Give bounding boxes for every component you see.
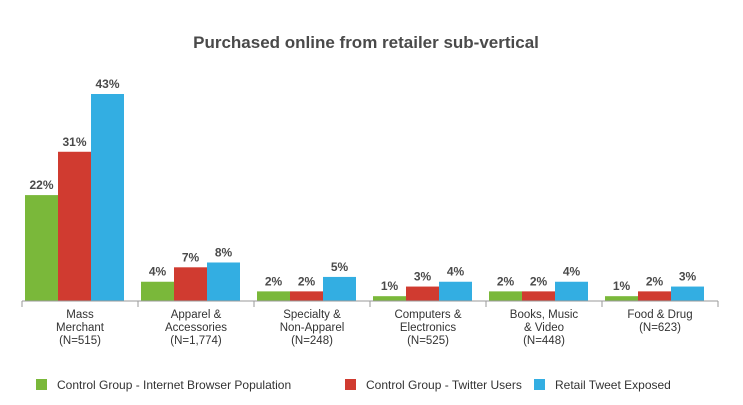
bar bbox=[58, 151, 91, 301]
data-label: 1% bbox=[381, 279, 399, 293]
bar bbox=[671, 286, 704, 301]
category-label: & Video bbox=[524, 322, 564, 334]
data-label: 43% bbox=[95, 77, 119, 91]
category-label: Mass bbox=[66, 309, 94, 321]
data-label: 2% bbox=[265, 274, 283, 288]
legend-label: Control Group - Internet Browser Populat… bbox=[57, 378, 291, 392]
bar bbox=[207, 262, 240, 301]
bar bbox=[555, 281, 588, 301]
data-label: 2% bbox=[646, 274, 664, 288]
bar bbox=[439, 281, 472, 301]
category-label: Apparel & bbox=[171, 309, 222, 321]
data-label: 3% bbox=[414, 270, 432, 284]
bar bbox=[290, 291, 323, 301]
category-label: (N=1,774) bbox=[170, 335, 222, 347]
category-label: (N=623) bbox=[639, 322, 681, 334]
data-label: 4% bbox=[149, 265, 167, 279]
category-label: Computers & bbox=[394, 309, 461, 321]
data-label: 22% bbox=[29, 178, 53, 192]
category-label: Electronics bbox=[400, 322, 456, 334]
legend-swatch bbox=[534, 379, 545, 390]
bar bbox=[141, 281, 174, 301]
data-label: 3% bbox=[679, 270, 697, 284]
category-label: (N=248) bbox=[291, 335, 333, 347]
data-label: 1% bbox=[613, 279, 631, 293]
data-label: 2% bbox=[298, 274, 316, 288]
bar bbox=[257, 291, 290, 301]
data-label: 2% bbox=[530, 274, 548, 288]
data-label: 31% bbox=[62, 135, 86, 149]
legend-label: Control Group - Twitter Users bbox=[366, 378, 522, 392]
category-label: (N=525) bbox=[407, 335, 449, 347]
bar bbox=[522, 291, 555, 301]
chart-title: Purchased online from retailer sub-verti… bbox=[193, 33, 539, 52]
bar bbox=[91, 94, 124, 301]
x-axis-ticks bbox=[21, 301, 719, 307]
bar bbox=[25, 195, 58, 301]
bar-area: 22% 31% 43% 4% 7% 8% 2% 2% 5% 1% 3% 4% 2% 2% 4% 1% 2% 3% bbox=[25, 77, 704, 301]
bar bbox=[489, 291, 522, 301]
data-label: 5% bbox=[331, 260, 349, 274]
data-label: 7% bbox=[182, 250, 200, 264]
category-label: Non-Apparel bbox=[280, 322, 345, 334]
data-label: 8% bbox=[215, 245, 233, 259]
legend: Control Group - Internet Browser Populat… bbox=[36, 378, 671, 392]
data-label: 4% bbox=[563, 265, 581, 279]
legend-swatch bbox=[345, 379, 356, 390]
bar bbox=[174, 267, 207, 301]
bar bbox=[638, 291, 671, 301]
bar bbox=[373, 296, 406, 301]
bar bbox=[323, 276, 356, 301]
legend-label: Retail Tweet Exposed bbox=[555, 378, 671, 392]
bar bbox=[605, 296, 638, 301]
category-label: (N=448) bbox=[523, 335, 565, 347]
category-label: Accessories bbox=[165, 322, 227, 334]
data-label: 2% bbox=[497, 274, 515, 288]
bar bbox=[406, 286, 439, 301]
category-label: (N=515) bbox=[59, 335, 101, 347]
category-label: Specialty & bbox=[283, 309, 341, 321]
category-label: Food & Drug bbox=[627, 309, 692, 321]
legend-swatch bbox=[36, 379, 47, 390]
category-label: Books, Music bbox=[510, 309, 579, 321]
category-label: Merchant bbox=[56, 322, 105, 334]
data-label: 4% bbox=[447, 265, 465, 279]
